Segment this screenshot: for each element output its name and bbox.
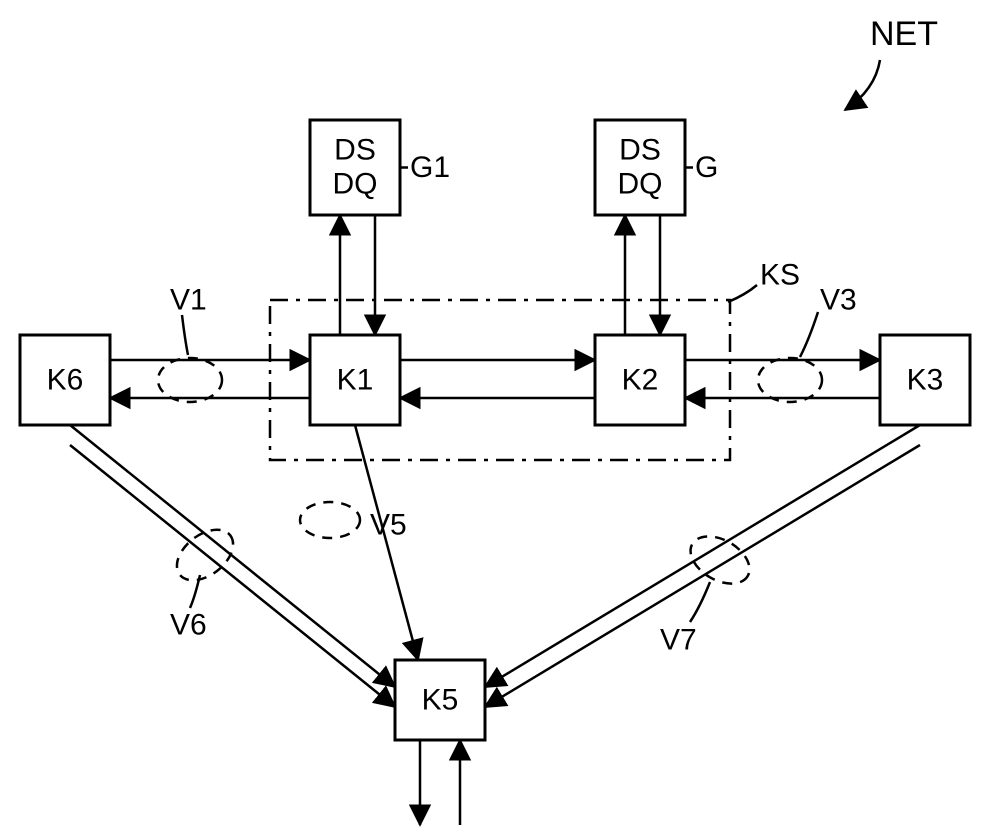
- node-g1-side-label: G1: [410, 151, 450, 184]
- node-g1-line-0: DS: [334, 134, 376, 167]
- v3-ellipse: [758, 358, 822, 402]
- node-k5-label: K5: [422, 684, 459, 717]
- node-k1-label: K1: [337, 364, 374, 397]
- v6-lead: [190, 575, 200, 608]
- v1-lead: [182, 315, 188, 355]
- edge-K3-K5-a: [485, 425, 920, 687]
- edge-K6-K5-b: [70, 445, 395, 707]
- node-k3-label: K3: [907, 364, 944, 397]
- node-g-line-1: DQ: [618, 168, 663, 201]
- ks-lead: [728, 285, 757, 302]
- v3-lead: [800, 312, 818, 357]
- nodes: K6K1K2K3K5DSDQG1DSDQG: [20, 120, 970, 740]
- v6-label: V6: [170, 609, 207, 642]
- v5-label: V5: [370, 509, 407, 542]
- edge-K6-K5-a: [70, 425, 395, 687]
- v5-ellipse: [300, 502, 360, 538]
- net-arrow: [845, 60, 880, 110]
- node-g-side-label: G: [695, 151, 718, 184]
- node-k6-label: K6: [47, 364, 84, 397]
- node-g1-line-1: DQ: [333, 168, 378, 201]
- v1-ellipse: [158, 358, 222, 402]
- ks-label: KS: [760, 259, 800, 292]
- v7-lead: [690, 582, 710, 622]
- network-diagram: NET KS V1V3V5V6V7 K6K1K2K3K5DSDQG1DSDQG: [0, 0, 1000, 840]
- v1-label: V1: [170, 284, 207, 317]
- v7-label: V7: [660, 624, 697, 657]
- edge-K3-K5-b: [485, 445, 920, 707]
- net-label: NET: [870, 15, 938, 53]
- v3-label: V3: [820, 284, 857, 317]
- node-g-line-0: DS: [619, 134, 661, 167]
- node-k2-label: K2: [622, 364, 659, 397]
